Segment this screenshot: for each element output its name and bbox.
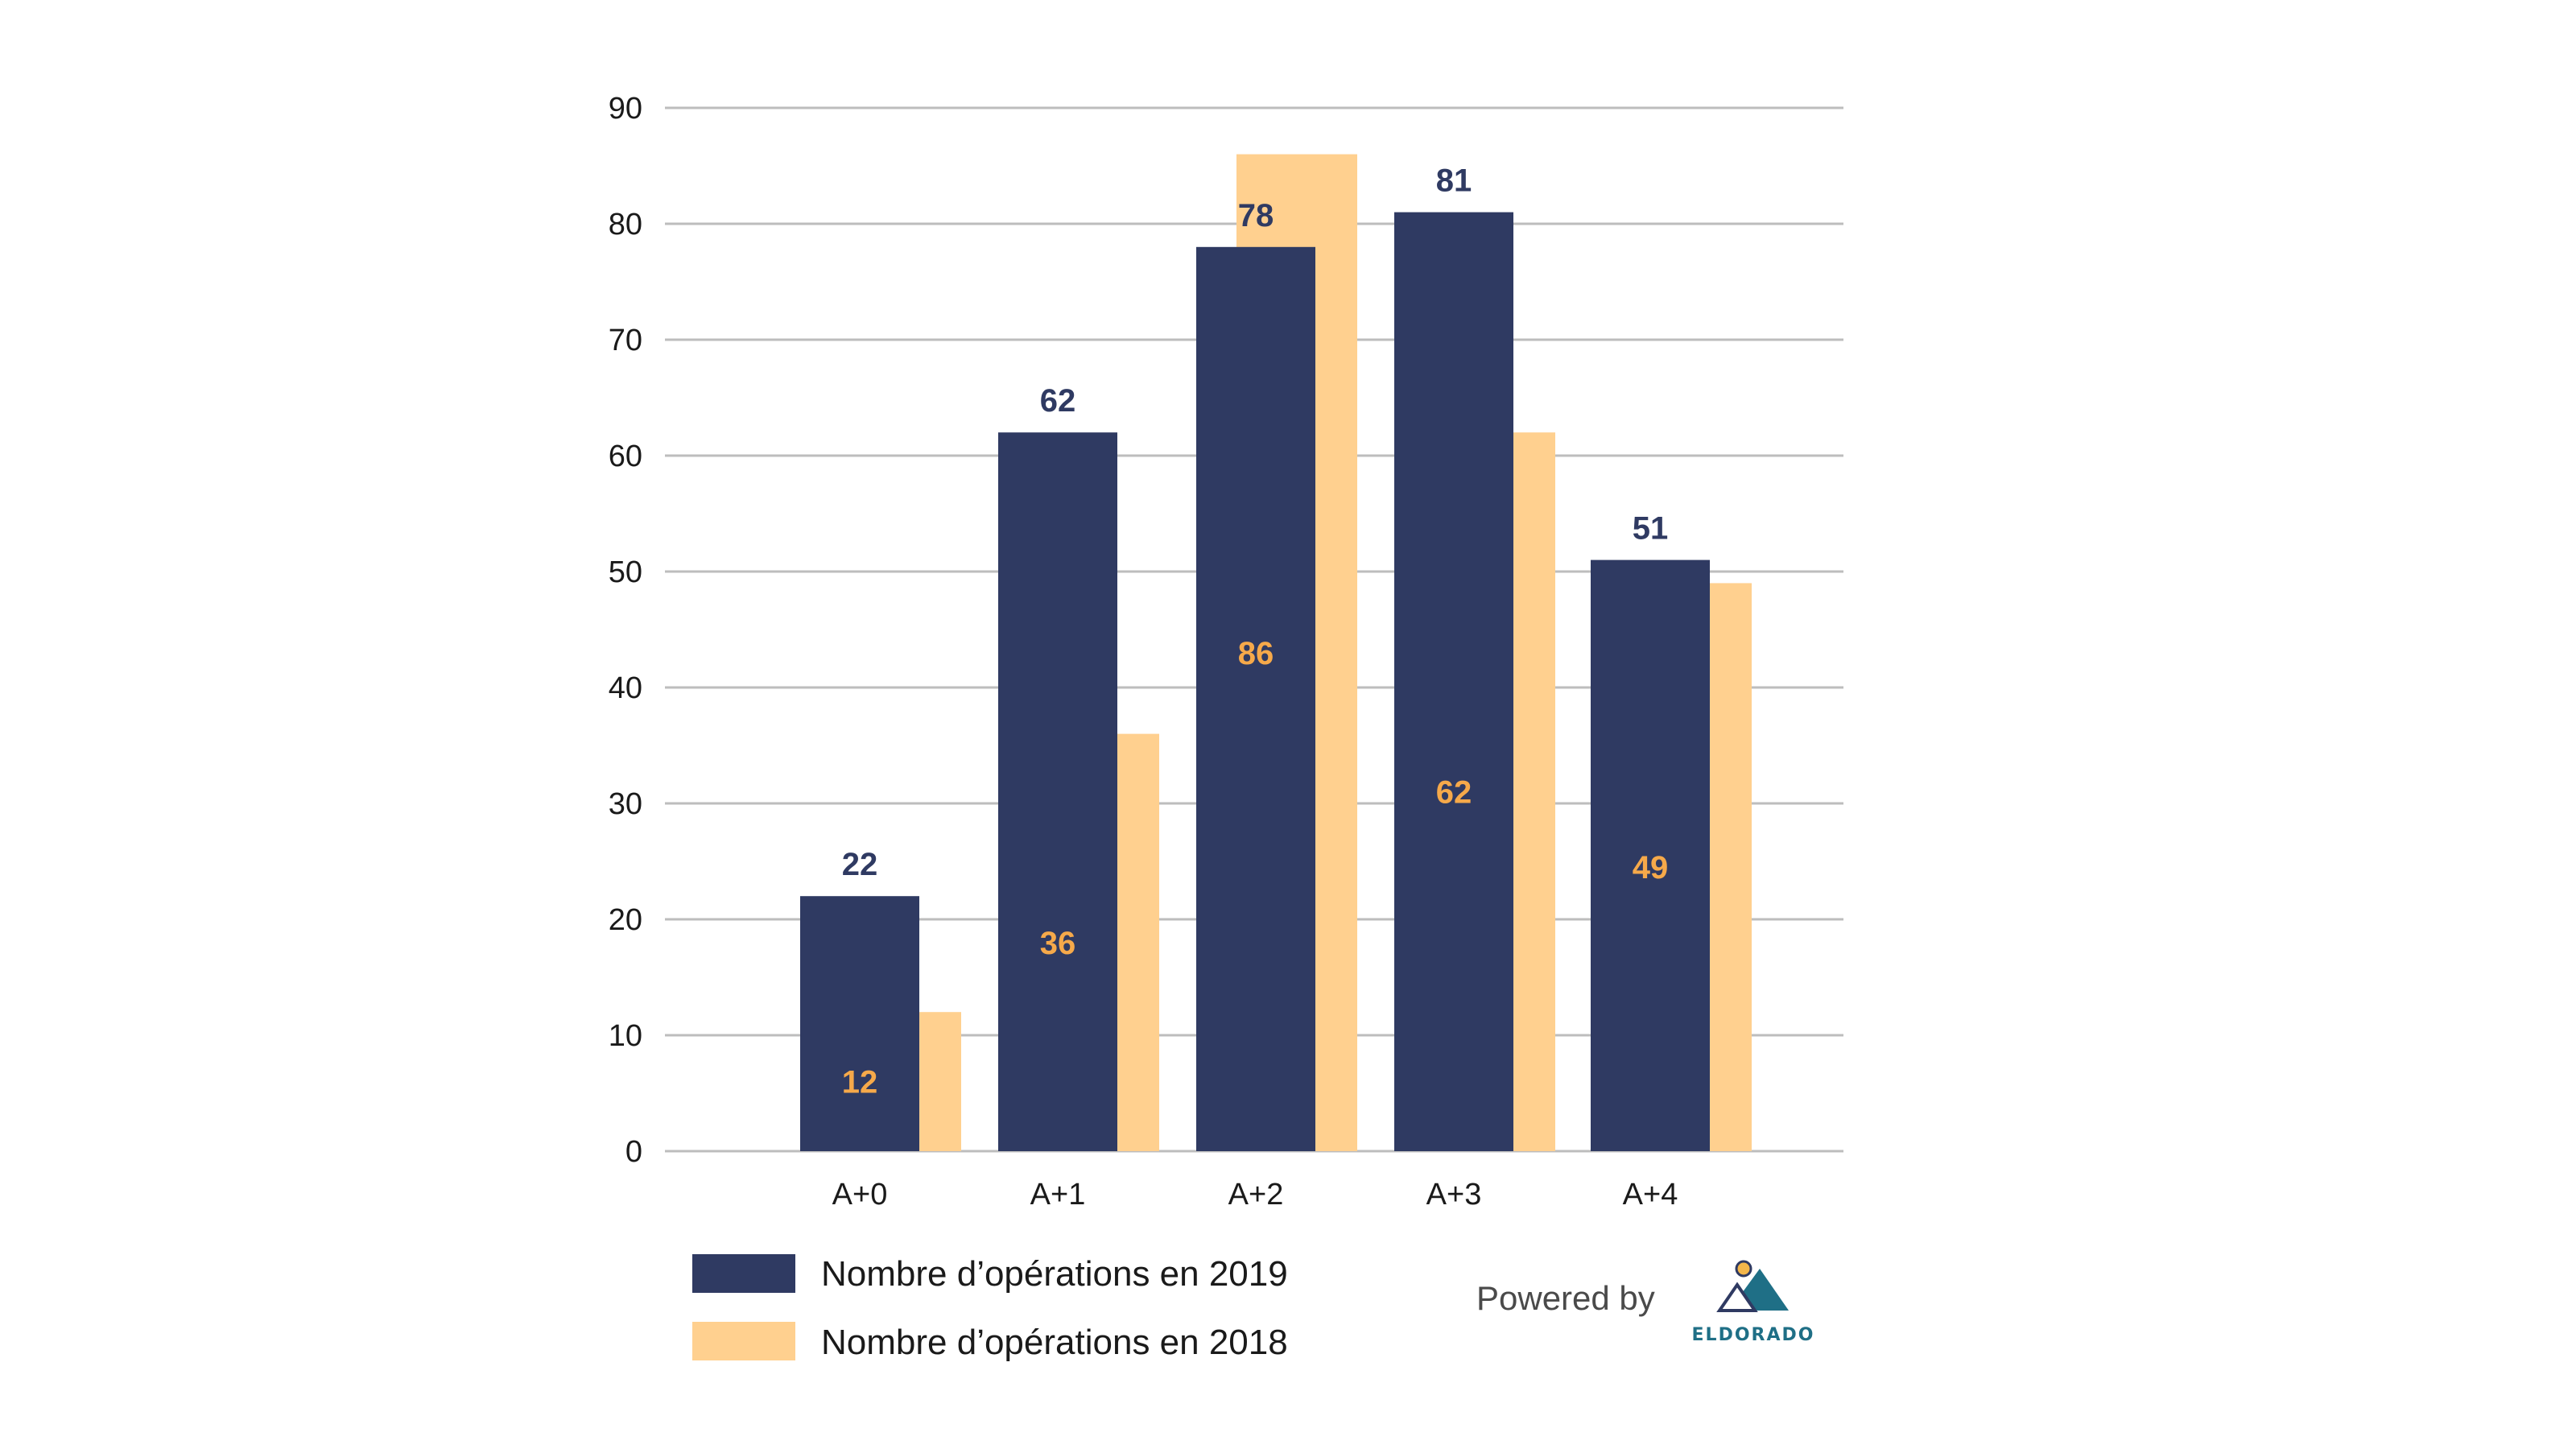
x-tick-label: A+2 <box>1228 1178 1284 1212</box>
y-tick-label: 70 <box>609 324 642 357</box>
y-tick-label: 30 <box>609 787 642 821</box>
data-label-2019-A+4: 51 <box>1633 511 1669 547</box>
y-tick-label: 0 <box>625 1135 642 1169</box>
legend-label-2018: Nombre d’opérations en 2018 <box>821 1323 1288 1362</box>
x-tick-label: A+4 <box>1623 1178 1678 1212</box>
mountain-outline-icon <box>1716 1282 1758 1312</box>
bar-2019-A+3 <box>1394 212 1513 1152</box>
x-axis-ticks: A+0 A+1 A+2 A+3 A+4 <box>832 1178 1678 1212</box>
data-label-2019-A+1: 62 <box>1040 383 1076 419</box>
bar-2019-A+2 <box>1196 246 1315 1151</box>
bars <box>800 154 1752 1152</box>
y-tick-label: 50 <box>609 555 642 589</box>
data-label-2018-A+3: 62 <box>1436 775 1472 811</box>
data-label-2018-A+0: 12 <box>842 1065 878 1100</box>
y-tick-label: 90 <box>609 92 642 126</box>
data-label-2018-A+2: 86 <box>1238 636 1274 671</box>
legend: Nombre d’opérations en 2019 Nombre d’opé… <box>692 1254 1288 1362</box>
y-tick-label: 10 <box>609 1019 642 1053</box>
bar-2019-A+0 <box>800 896 919 1151</box>
x-tick-label: A+1 <box>1030 1178 1086 1212</box>
legend-label-2019: Nombre d’opérations en 2019 <box>821 1254 1288 1294</box>
y-tick-label: 40 <box>609 671 642 705</box>
powered-by-branding: Powered by ELDORADO <box>1476 1260 1815 1345</box>
x-tick-label: A+3 <box>1426 1178 1482 1212</box>
eldorado-logo: ELDORADO <box>1692 1260 1815 1345</box>
data-labels: 22 12 62 36 78 86 81 62 51 49 <box>842 163 1669 1100</box>
bar-2019-A+4 <box>1591 559 1710 1151</box>
x-tick-label: A+0 <box>832 1178 888 1212</box>
bar-2019-A+1 <box>998 432 1117 1151</box>
data-label-2019-A+2: 78 <box>1238 198 1274 233</box>
data-label-2018-A+1: 36 <box>1040 926 1076 961</box>
sun-icon <box>1735 1260 1752 1278</box>
data-label-2019-A+3: 81 <box>1436 163 1472 199</box>
y-axis-ticks: 0 10 20 30 40 50 60 70 80 90 <box>609 92 642 1169</box>
y-tick-label: 60 <box>609 440 642 473</box>
legend-swatch-2018 <box>692 1322 795 1360</box>
y-tick-label: 20 <box>609 903 642 937</box>
data-label-2018-A+4: 49 <box>1633 850 1669 886</box>
powered-by-text: Powered by <box>1476 1279 1655 1317</box>
legend-swatch-2019 <box>692 1254 795 1293</box>
y-tick-label: 80 <box>609 208 642 242</box>
logo-wordmark: ELDORADO <box>1692 1325 1815 1345</box>
data-label-2019-A+0: 22 <box>842 847 878 882</box>
